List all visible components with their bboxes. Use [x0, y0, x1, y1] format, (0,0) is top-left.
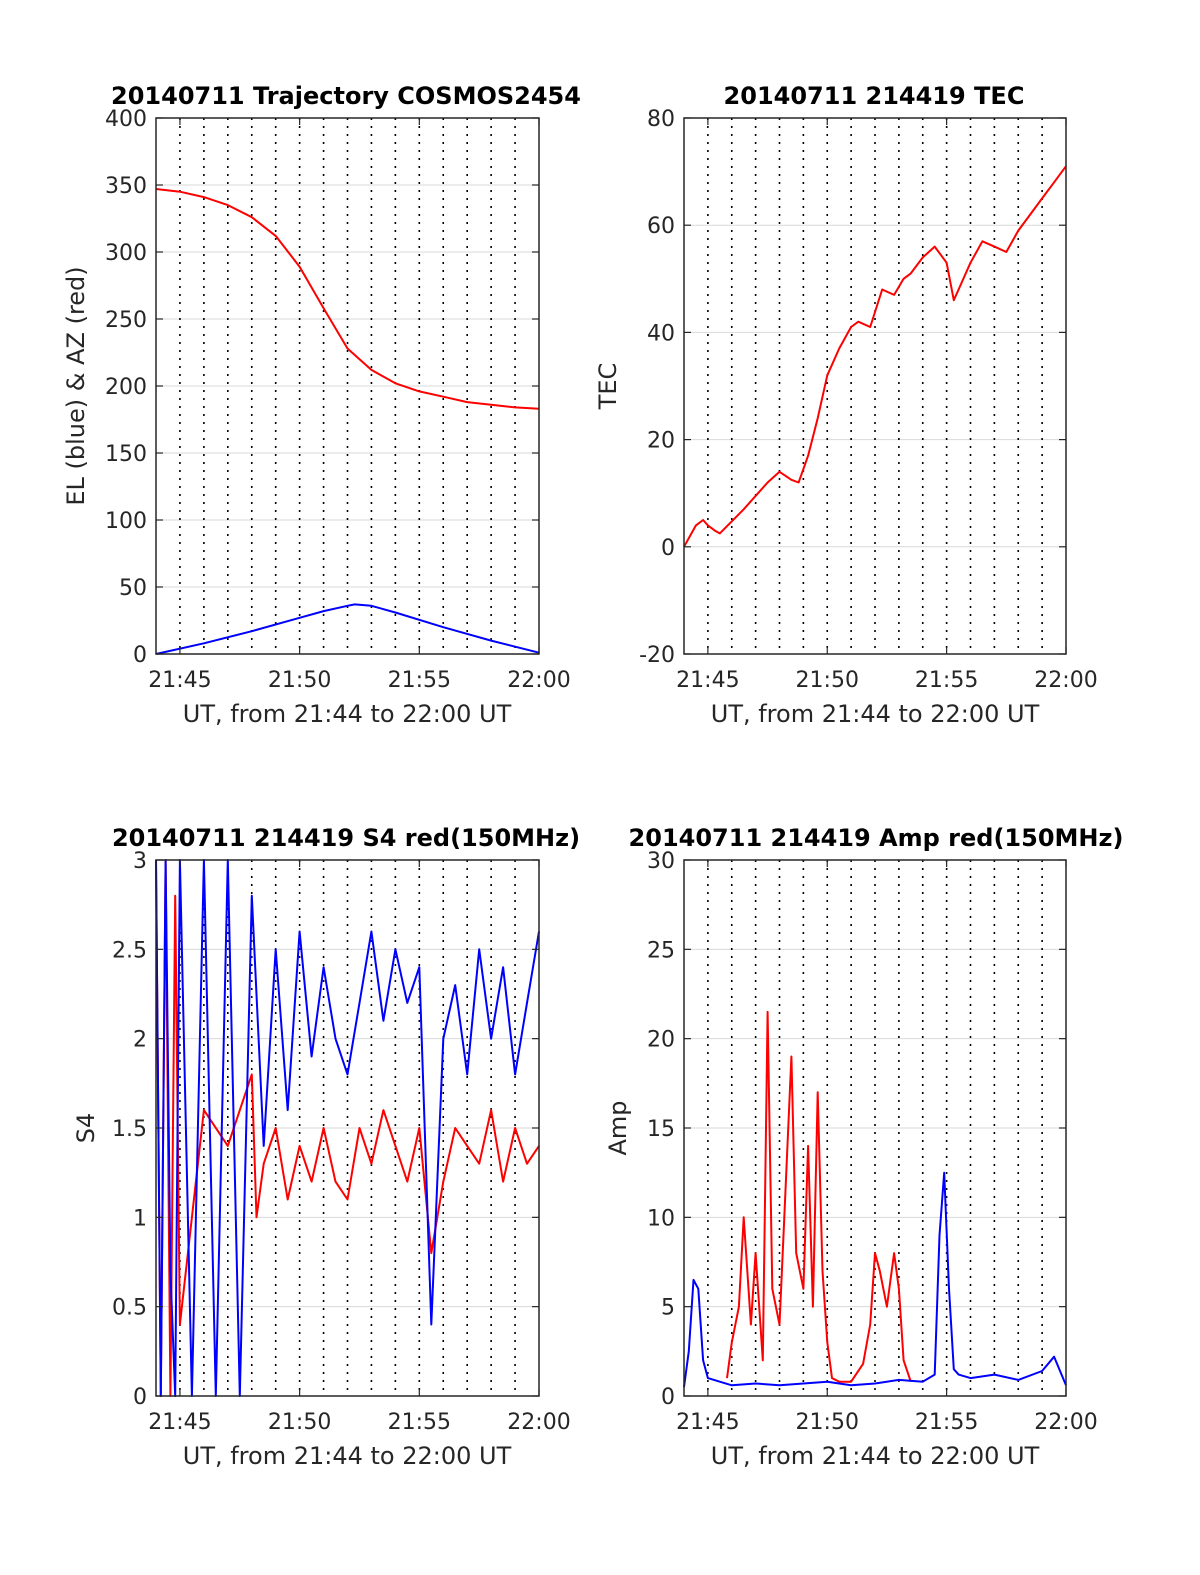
- panel-tec-ytick-label: 40: [647, 321, 675, 346]
- panel-s4-ylabel: S4: [72, 1113, 100, 1144]
- panel-trajectory-ytick-label: 350: [105, 174, 147, 199]
- panel-s4-ytick-label: 0: [133, 1385, 147, 1410]
- panel-tec-ticks: -20 0 20 40 60 80 21:45 21:50 21:55 22:00: [639, 107, 1098, 693]
- panel-amp-ticks: 0 5 10 15 20 25 30 21:45 21:50 21:55 22:00: [647, 849, 1098, 1435]
- panel-amp-data: [683, 1010, 1067, 1388]
- panel-amp-series-1-line: [683, 1171, 1067, 1388]
- panel-trajectory-ylabel: EL (blue) & AZ (red): [62, 266, 90, 505]
- panel-trajectory-ytick-label: 150: [105, 442, 147, 467]
- panel-s4-title: 20140711 214419 S4 red(150MHz): [112, 824, 580, 852]
- panel-trajectory-ytick-label: 0: [133, 643, 147, 668]
- panel-amp-title: 20140711 214419 Amp red(150MHz): [629, 824, 1124, 852]
- panel-trajectory-ytick-label: 300: [105, 241, 147, 266]
- panel-trajectory-data: [155, 188, 540, 655]
- panel-tec-series-tec-line: [683, 165, 1067, 548]
- panel-amp-ytick-label: 25: [647, 938, 675, 963]
- panel-trajectory-series-el-line: [155, 603, 540, 655]
- panel-amp-xtick-label: 21:45: [676, 1410, 739, 1435]
- panel-amp-ylabel: Amp: [604, 1100, 632, 1155]
- panel-trajectory-xlabel: UT, from 21:44 to 22:00 UT: [183, 700, 512, 728]
- panel-trajectory-ytick-label: 250: [105, 308, 147, 333]
- panel-s4-ytick-label: 2.5: [112, 938, 147, 963]
- panel-s4-series-1-line: [155, 859, 540, 1397]
- panel-amp-xlabel: UT, from 21:44 to 22:00 UT: [711, 1442, 1040, 1470]
- panel-trajectory-title: 20140711 Trajectory COSMOS2454: [111, 82, 581, 110]
- panel-amp-ytick-label: 15: [647, 1117, 675, 1142]
- panel-trajectory-xtick-label: 21:50: [268, 668, 331, 693]
- panel-amp-xtick-label: 21:50: [796, 1410, 859, 1435]
- panel-amp: 20140711 214419 Amp red(150MHz) 0 5 10 15 20…: [604, 824, 1123, 1470]
- panel-tec-xtick-label: 22:00: [1034, 668, 1097, 693]
- panel-trajectory-ytick-label: 50: [119, 576, 147, 601]
- panel-trajectory-ytick-label: 400: [105, 107, 147, 132]
- panel-s4-ytick-label: 2: [133, 1028, 147, 1053]
- panel-tec-ytick-label: -20: [639, 643, 675, 668]
- panel-s4-ytick-label: 3: [133, 849, 147, 874]
- panel-trajectory-ytick-label: 200: [105, 375, 147, 400]
- panel-trajectory-ticks: 0 50 100 150 200 250 300 350 400 21:45 21:50 21:55 2…: [105, 107, 571, 693]
- panel-amp-ytick-label: 30: [647, 849, 675, 874]
- panel-amp-ytick-label: 0: [661, 1385, 675, 1410]
- panel-tec-ylabel: TEC: [594, 363, 622, 411]
- panel-tec-frame: [683, 117, 1067, 655]
- panel-s4-series-0-line: [155, 859, 540, 1397]
- panel-s4-xtick-label: 21:55: [388, 1410, 451, 1435]
- panel-tec-grid: [684, 118, 1066, 654]
- panel-tec-ytick-label: 60: [647, 214, 675, 239]
- panel-trajectory: 20140711 Trajectory COSMOS2454 0 50 100 150…: [62, 82, 581, 728]
- panel-s4-ytick-label: 1.5: [112, 1117, 147, 1142]
- panel-s4-xtick-label: 21:45: [148, 1410, 211, 1435]
- panel-trajectory-xtick-label: 21:55: [388, 668, 451, 693]
- panel-s4-xtick-label: 21:50: [268, 1410, 331, 1435]
- panel-amp-xtick-label: 21:55: [915, 1410, 978, 1435]
- panel-s4-data: [155, 859, 540, 1397]
- panel-trajectory-grid: [156, 118, 539, 654]
- panel-amp-ytick-label: 10: [647, 1206, 675, 1231]
- panel-s4-xtick-label: 22:00: [507, 1410, 570, 1435]
- panel-s4-ytick-label: 1: [133, 1206, 147, 1231]
- panel-amp-grid: [684, 860, 1066, 1396]
- panel-trajectory-ytick-label: 100: [105, 509, 147, 534]
- panel-s4-ticks: 0 0.5 1 1.5 2 2.5 3 21:45 21:50 21:55 22:00: [112, 849, 571, 1435]
- panel-tec: 20140711 214419 TEC -20 0 20 40 60 80 21:45 21:…: [594, 82, 1098, 728]
- panel-s4-ytick-label: 0.5: [112, 1296, 147, 1321]
- panel-tec-ytick-label: 0: [661, 536, 675, 561]
- panel-tec-xtick-label: 21:55: [915, 668, 978, 693]
- panel-tec-xtick-label: 21:50: [796, 668, 859, 693]
- panel-trajectory-series-az-line: [155, 188, 540, 410]
- panel-amp-ytick-label: 5: [661, 1296, 675, 1321]
- panel-tec-ytick-label: 80: [647, 107, 675, 132]
- panel-tec-xlabel: UT, from 21:44 to 22:00 UT: [711, 700, 1040, 728]
- panel-tec-title: 20140711 214419 TEC: [724, 82, 1025, 110]
- panel-amp-series-0-line: [726, 1010, 912, 1383]
- panel-trajectory-xtick-label: 21:45: [148, 668, 211, 693]
- panel-tec-xtick-label: 21:45: [676, 668, 739, 693]
- panel-tec-ytick-label: 20: [647, 429, 675, 454]
- panel-amp-xtick-label: 22:00: [1034, 1410, 1097, 1435]
- panel-s4: 20140711 214419 S4 red(150MHz) 0 0.5 1 1.5 2…: [72, 824, 580, 1470]
- panel-tec-data: [683, 165, 1067, 548]
- panel-s4-xlabel: UT, from 21:44 to 22:00 UT: [183, 1442, 512, 1470]
- panel-trajectory-xtick-label: 22:00: [507, 668, 570, 693]
- panel-amp-ytick-label: 20: [647, 1028, 675, 1053]
